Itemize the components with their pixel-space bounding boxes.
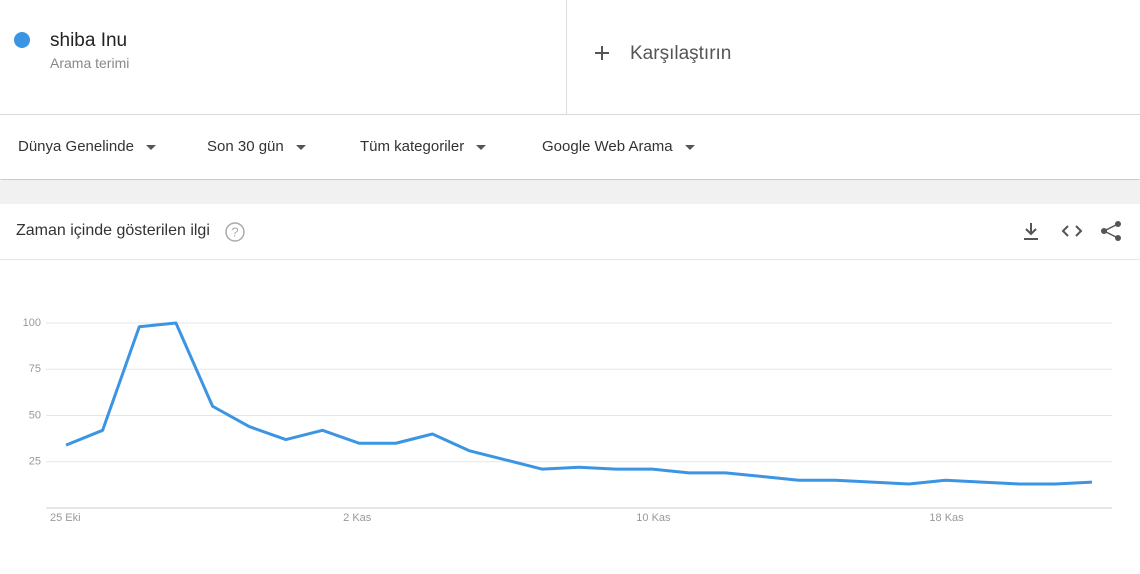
- x-tick-label: 25 Eki: [50, 512, 81, 524]
- svg-text:?: ?: [231, 224, 238, 239]
- compare[interactable]: Karşılaştırın: [630, 43, 732, 64]
- y-tick-label: 100: [23, 317, 41, 329]
- filter[interactable]: Dünya Genelinde: [18, 138, 156, 155]
- card-title: Zaman içinde gösterilen ilgi: [16, 222, 210, 239]
- divider: [566, 0, 567, 114]
- filter[interactable]: Tüm kategoriler: [360, 138, 486, 155]
- download-icon[interactable]: [1024, 223, 1038, 240]
- x-tick-label: 18 Kas: [929, 512, 964, 524]
- y-tick-label: 25: [29, 456, 41, 468]
- filter[interactable]: Google Web Arama: [542, 138, 695, 155]
- card-divider: [0, 259, 1140, 260]
- term[interactable]: shiba Inu: [50, 30, 128, 51]
- x-tick-label: 10 Kas: [636, 512, 671, 524]
- filter[interactable]: Son 30 gün: [207, 138, 306, 155]
- y-tick-label: 50: [29, 409, 41, 421]
- share-icon[interactable]: [1101, 221, 1121, 241]
- x-tick-label: 2 Kas: [343, 512, 372, 524]
- term-dot: [14, 32, 30, 48]
- header: shiba Inu Arama terimi Karşılaştırın: [0, 0, 1140, 115]
- y-tick-label: 75: [29, 363, 41, 375]
- plus-icon[interactable]: [594, 45, 610, 61]
- gap: [0, 180, 1140, 204]
- trend-line: [65, 321, 1093, 486]
- embed-icon[interactable]: [1061, 225, 1083, 237]
- card-icons: [1024, 221, 1121, 241]
- help-icon[interactable]: ?: [224, 221, 246, 243]
- term-subtitle: Arama terimi: [50, 55, 130, 71]
